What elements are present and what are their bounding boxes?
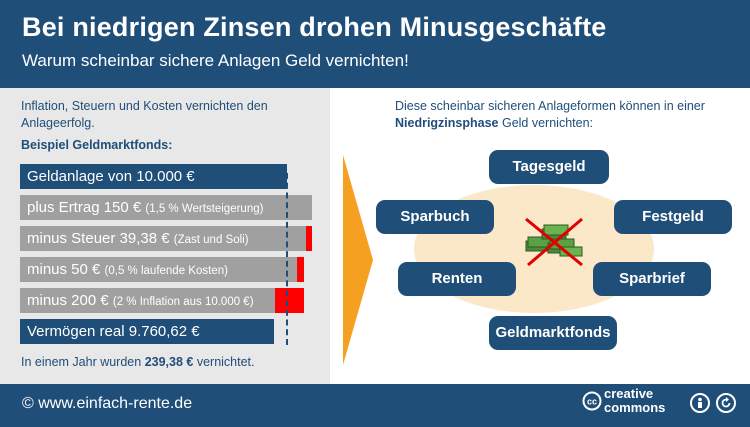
arrow-right-icon: [343, 155, 373, 365]
investment-sparbrief: Sparbrief: [593, 262, 711, 296]
cc-wordmark: creative commons: [604, 387, 665, 415]
bar-label: minus 50 €: [27, 261, 105, 278]
summary-amount: 239,38 €: [144, 355, 194, 369]
bar-costs: minus 50 € (0,5 % laufende Kosten): [20, 257, 297, 282]
investment-geldmarktfonds: Geldmarktfonds: [489, 316, 617, 350]
loss-segment-inflation: [275, 288, 304, 313]
website-link[interactable]: © www.einfach-rente.de: [22, 395, 193, 412]
investment-sparbuch: Sparbuch: [376, 200, 494, 234]
bar-yield: plus Ertrag 150 € (1,5 % Wertsteigerung): [20, 195, 312, 220]
bar-inflation: minus 200 € (2 % Inflation aus 10.000 €): [20, 288, 275, 313]
bar-note: (1,5 % Wertsteigerung): [145, 203, 264, 215]
bar-initial-investment: Geldanlage von 10.000 €: [20, 164, 287, 189]
loss-segment-tax: [306, 226, 312, 251]
cc-logo-icon: cc: [582, 391, 602, 411]
svg-text:cc: cc: [587, 397, 597, 407]
example-label: Beispiel Geldmarktfonds:: [21, 138, 173, 152]
right-intro-end: Geld vernichten:: [498, 116, 593, 130]
right-intro-text: Diese scheinbar sicheren Anlageformen kö…: [395, 99, 705, 113]
bar-tax: minus Steuer 39,38 € (Zast und Soli): [20, 226, 306, 251]
crossed-money-icon: [525, 217, 583, 267]
bar-label: minus Steuer 39,38 €: [27, 230, 174, 247]
summary-text-end: vernichtet.: [193, 355, 255, 369]
page-title: Bei niedrigen Zinsen drohen Minusgeschäf…: [22, 12, 607, 42]
bar-note: (2 % Inflation aus 10.000 €): [112, 296, 254, 308]
investment-tagesgeld: Tagesgeld: [489, 150, 609, 184]
investment-festgeld: Festgeld: [614, 200, 732, 234]
baseline-dashed-line: [286, 173, 288, 345]
right-intro-bold: Niedrigzinsphase: [395, 116, 499, 130]
loss-summary: In einem Jahr wurden 239,38 € vernichtet…: [21, 355, 255, 369]
header-banner: Bei niedrigen Zinsen drohen Minusgeschäf…: [0, 0, 750, 88]
page-subtitle: Warum scheinbar sichere Anlagen Geld ver…: [22, 51, 409, 70]
left-intro: Inflation, Steuern und Kosten vernichten…: [21, 99, 268, 130]
footer-bar: © www.einfach-rente.de cc creative commo…: [0, 384, 750, 427]
bar-label: plus Ertrag 150 €: [27, 199, 146, 216]
bar-label: Geldanlage von 10.000 €: [27, 168, 195, 185]
bar-label: minus 200 €: [27, 292, 113, 309]
bar-label: Vermögen real 9.760,62 €: [27, 323, 200, 340]
summary-text: In einem Jahr wurden: [21, 355, 145, 369]
bar-note: (Zast und Soli): [173, 234, 249, 246]
bar-note: (0,5 % laufende Kosten): [104, 265, 228, 277]
left-panel: Inflation, Steuern und Kosten vernichten…: [0, 88, 330, 384]
cc-word-2: commons: [604, 400, 666, 415]
cc-word-1: creative: [604, 386, 654, 401]
share-alike-icon: [716, 393, 736, 413]
loss-segment-costs: [297, 257, 304, 282]
attribution-icon: [690, 393, 710, 413]
bar-real-assets: Vermögen real 9.760,62 €: [20, 319, 274, 344]
investment-renten: Renten: [398, 262, 516, 296]
right-intro: Diese scheinbar sicheren Anlageformen kö…: [395, 98, 725, 132]
